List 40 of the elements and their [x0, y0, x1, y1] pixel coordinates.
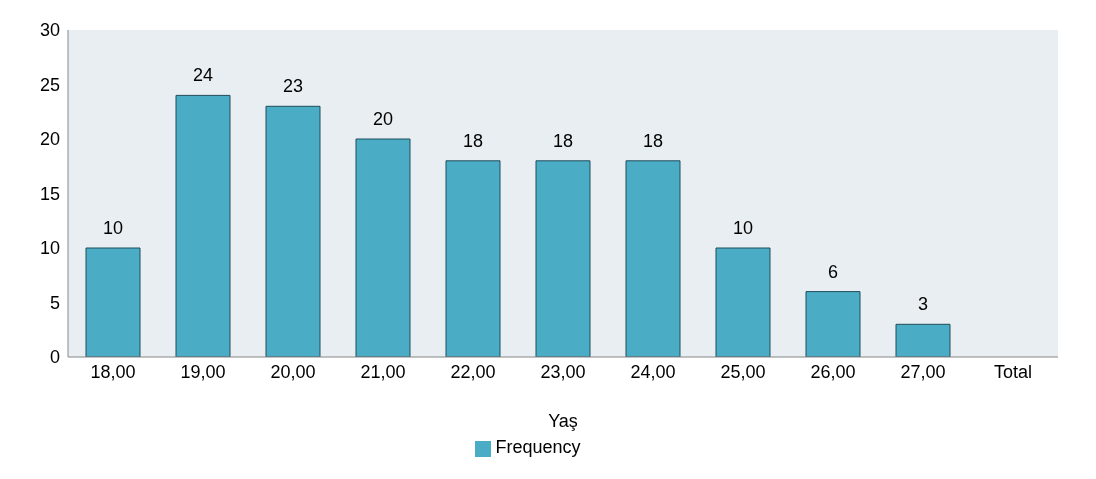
x-tick-label: 19,00 — [180, 361, 226, 382]
data-label: 10 — [102, 218, 124, 238]
x-tick-label: 23,00 — [540, 361, 586, 382]
legend-label: Frequency — [495, 437, 581, 457]
x-tick-label: 21,00 — [360, 361, 406, 382]
data-label: 18 — [462, 130, 484, 151]
data-label: 23 — [282, 76, 304, 97]
y-tick-label: 30 — [39, 20, 60, 41]
bar — [85, 247, 141, 357]
bar — [445, 160, 501, 357]
data-label: 10 — [732, 218, 754, 238]
data-label: 18 — [552, 130, 574, 151]
y-tick-label: 25 — [39, 74, 60, 95]
y-tick-label: 20 — [39, 129, 60, 150]
bar — [175, 94, 231, 357]
bar — [265, 105, 321, 357]
x-axis-title: Yaş — [548, 411, 578, 431]
bar — [535, 160, 591, 357]
x-tick-label: 26,00 — [810, 361, 856, 382]
x-tick-label: 18,00 — [90, 361, 136, 382]
y-tick-label: 5 — [49, 292, 60, 313]
data-label: 18 — [642, 130, 664, 151]
bar — [355, 138, 411, 357]
y-tick-label: 10 — [39, 238, 60, 259]
data-label: 3 — [917, 294, 929, 315]
data-label: 6 — [827, 261, 839, 282]
data-label: 20 — [372, 109, 394, 129]
x-tick-label: 22,00 — [450, 361, 496, 382]
bar — [895, 323, 951, 357]
bar — [625, 160, 681, 357]
x-tick-label: Total — [993, 361, 1033, 382]
bar — [805, 291, 861, 357]
y-tick-label: 0 — [49, 347, 60, 368]
y-tick-label: 15 — [39, 183, 60, 204]
x-tick-label: 24,00 — [630, 361, 676, 382]
x-tick-label: 27,00 — [900, 361, 946, 382]
x-tick-label: 25,00 — [720, 361, 766, 382]
data-label: 24 — [192, 65, 214, 86]
bar — [715, 247, 771, 357]
x-tick-label: 20,00 — [270, 361, 316, 382]
